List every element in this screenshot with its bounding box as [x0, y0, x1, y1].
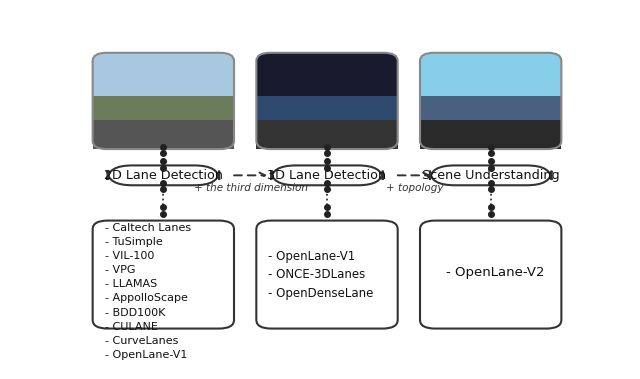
FancyBboxPatch shape [93, 221, 234, 329]
FancyBboxPatch shape [420, 221, 561, 329]
Text: 3D Lane Detection: 3D Lane Detection [268, 169, 387, 182]
FancyBboxPatch shape [257, 53, 397, 149]
Text: 2D Lane Detection: 2D Lane Detection [104, 169, 223, 182]
FancyBboxPatch shape [420, 96, 561, 149]
Text: - OpenLane-V2: - OpenLane-V2 [446, 266, 545, 279]
Text: + topology: + topology [385, 183, 443, 193]
FancyBboxPatch shape [93, 120, 234, 149]
FancyBboxPatch shape [93, 96, 234, 149]
Text: - OpenLane-V1
- ONCE-3DLanes
- OpenDenseLane: - OpenLane-V1 - ONCE-3DLanes - OpenDense… [269, 250, 374, 300]
FancyBboxPatch shape [108, 165, 219, 185]
FancyBboxPatch shape [430, 165, 552, 185]
FancyBboxPatch shape [420, 53, 561, 149]
FancyBboxPatch shape [257, 96, 397, 149]
FancyBboxPatch shape [257, 120, 397, 149]
Text: + the third dimension: + the third dimension [194, 183, 308, 193]
FancyBboxPatch shape [93, 53, 234, 149]
FancyBboxPatch shape [271, 165, 383, 185]
FancyBboxPatch shape [420, 120, 561, 149]
FancyBboxPatch shape [257, 221, 397, 329]
Text: Scene Understanding: Scene Understanding [422, 169, 559, 182]
Text: - Caltech Lanes
- TuSimple
- VIL-100
- VPG
- LLAMAS
- AppolloScape
- BDD100K
- C: - Caltech Lanes - TuSimple - VIL-100 - V… [105, 222, 191, 360]
